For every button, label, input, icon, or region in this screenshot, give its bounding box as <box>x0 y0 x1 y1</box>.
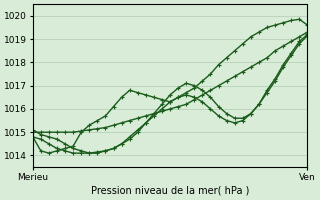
X-axis label: Pression niveau de la mer( hPa ): Pression niveau de la mer( hPa ) <box>91 186 249 196</box>
